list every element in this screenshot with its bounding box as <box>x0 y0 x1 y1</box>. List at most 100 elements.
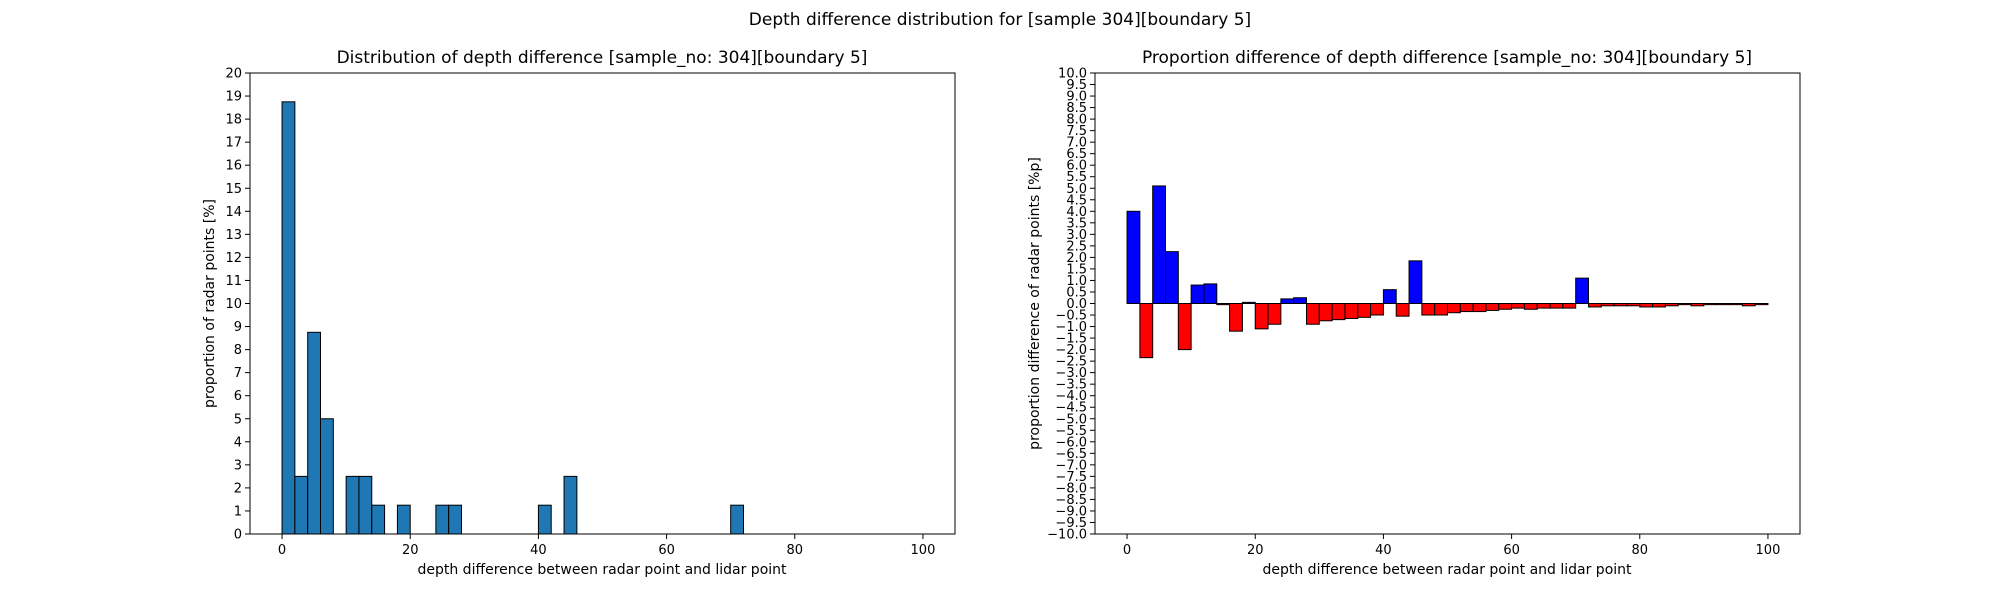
bar <box>1216 303 1231 306</box>
y-tick-label: −2.0 <box>1055 343 1087 358</box>
y-tick-label: −7.5 <box>1055 470 1087 485</box>
x-tick-label: 0 <box>278 543 286 558</box>
bar <box>1152 185 1166 305</box>
y-tick-label: −6.5 <box>1055 447 1087 462</box>
y-tick-label: 9 <box>234 320 242 335</box>
y-tick-label: 19 <box>225 90 242 105</box>
y-tick-label: −5.0 <box>1055 412 1087 427</box>
y-tick-label: −10.0 <box>1047 528 1087 543</box>
bar <box>294 475 309 535</box>
y-tick-label: 8.0 <box>1066 113 1087 128</box>
x-tick-label: 20 <box>402 543 419 558</box>
bar <box>1562 303 1577 309</box>
bar <box>448 504 463 535</box>
y-tick-label: 6.5 <box>1066 147 1087 162</box>
bar <box>1203 283 1218 305</box>
y-tick-label: 9.5 <box>1066 78 1087 93</box>
right-chart-x-ticks: 0 20 40 60 80 100 <box>1123 534 1780 558</box>
y-tick-label: 1 <box>234 504 242 519</box>
y-tick-label: −8.5 <box>1055 493 1087 508</box>
y-tick-label: −1.5 <box>1055 332 1087 347</box>
y-tick-label: −9.0 <box>1055 504 1087 519</box>
bar <box>1626 303 1641 307</box>
y-tick-label: 7.5 <box>1066 124 1087 139</box>
bar <box>1177 303 1192 351</box>
y-tick-label: 11 <box>225 274 242 289</box>
y-tick-label: 1.5 <box>1066 262 1087 277</box>
bar <box>1729 303 1743 306</box>
left-chart-title: Distribution of depth difference [sample… <box>337 48 868 68</box>
bar <box>435 504 450 535</box>
bar <box>1331 303 1346 321</box>
x-tick-label: 100 <box>911 543 936 558</box>
x-tick-label: 40 <box>530 543 547 558</box>
bar <box>1523 303 1538 310</box>
y-tick-label: 4.5 <box>1066 193 1087 208</box>
bar <box>1447 303 1461 314</box>
y-tick-label: −9.5 <box>1055 516 1087 531</box>
left-chart-x-label: depth difference between radar point and… <box>417 562 787 578</box>
y-tick-label: 6.0 <box>1066 159 1087 174</box>
bar <box>1126 210 1141 304</box>
bar <box>563 475 578 535</box>
bar <box>1293 297 1307 304</box>
bar <box>1498 303 1513 310</box>
y-tick-label: 2 <box>234 481 242 496</box>
y-tick-label: 16 <box>225 159 242 174</box>
y-tick-label: 3.5 <box>1066 216 1087 231</box>
bar <box>1472 303 1487 313</box>
y-tick-label: −0.5 <box>1055 309 1087 324</box>
y-tick-label: −4.5 <box>1055 401 1087 416</box>
bar <box>1357 303 1372 318</box>
x-tick-label: 40 <box>1375 543 1392 558</box>
bar <box>281 101 296 535</box>
right-chart-x-label: depth difference between radar point and… <box>1262 562 1632 578</box>
y-tick-label: −5.5 <box>1055 424 1087 439</box>
y-tick-label: −7.0 <box>1055 458 1087 473</box>
y-tick-label: 12 <box>225 251 242 266</box>
y-tick-label: 18 <box>225 113 242 128</box>
bar <box>1241 301 1256 305</box>
left-chart-x-ticks: 0 20 40 60 80 100 <box>278 534 935 558</box>
bar <box>1741 303 1756 307</box>
bar <box>1408 260 1423 305</box>
y-tick-label: 3.0 <box>1066 228 1087 243</box>
left-chart-bars <box>281 101 745 535</box>
bar <box>1716 303 1730 306</box>
y-tick-label: 7 <box>234 366 242 381</box>
bar <box>1421 303 1436 316</box>
right-chart-title: Proportion difference of depth differenc… <box>1142 48 1752 68</box>
bar <box>1395 303 1410 317</box>
bar <box>1254 303 1269 330</box>
y-tick-label: 7.0 <box>1066 136 1087 151</box>
x-tick-label: 20 <box>1247 543 1264 558</box>
y-tick-label: −3.0 <box>1055 366 1087 381</box>
bar <box>1613 303 1628 307</box>
bar <box>1190 284 1205 304</box>
y-tick-label: −1.0 <box>1055 320 1087 335</box>
y-tick-label: 2.5 <box>1066 239 1087 254</box>
bar <box>371 504 386 535</box>
x-tick-label: 0 <box>1123 543 1131 558</box>
y-tick-label: 15 <box>225 182 242 197</box>
bar <box>1677 303 1692 306</box>
bar <box>1434 303 1448 316</box>
right-chart-frame <box>1094 72 1801 535</box>
bar <box>1588 303 1602 308</box>
y-tick-label: −3.5 <box>1055 378 1087 393</box>
y-tick-label: 0.5 <box>1066 285 1087 300</box>
y-tick-label: 2.0 <box>1066 251 1087 266</box>
left-chart-y-label: proportion of radar points [%] <box>202 199 218 408</box>
bar <box>358 475 373 535</box>
y-tick-label: 10 <box>225 297 242 312</box>
x-tick-label: 60 <box>1503 543 1520 558</box>
bar <box>1306 303 1320 325</box>
bar <box>1485 303 1500 311</box>
y-tick-label: 14 <box>225 205 242 220</box>
bar <box>345 475 360 535</box>
bar <box>1229 303 1243 332</box>
y-tick-label: 0 <box>234 528 242 543</box>
figure-suptitle: Depth difference distribution for [sampl… <box>749 10 1251 30</box>
bar <box>396 504 411 535</box>
